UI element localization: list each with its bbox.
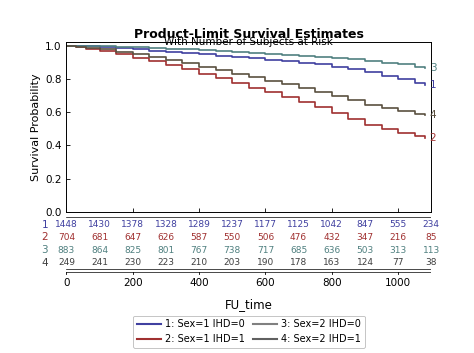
Text: 400: 400 bbox=[189, 278, 209, 288]
Text: 124: 124 bbox=[356, 258, 374, 268]
Text: 190: 190 bbox=[257, 258, 274, 268]
Text: 163: 163 bbox=[323, 258, 340, 268]
Text: 210: 210 bbox=[191, 258, 208, 268]
Legend: 1: Sex=1 IHD=0, 2: Sex=1 IHD=1, 3: Sex=2 IHD=0, 4: Sex=2 IHD=1: 1: Sex=1 IHD=0, 2: Sex=1 IHD=1, 3: Sex=2… bbox=[133, 316, 365, 348]
Text: 1000: 1000 bbox=[385, 278, 411, 288]
Text: 85: 85 bbox=[426, 233, 437, 242]
Text: 738: 738 bbox=[224, 246, 241, 255]
Text: 1328: 1328 bbox=[155, 220, 177, 229]
Text: 4: 4 bbox=[429, 110, 436, 120]
Text: 1237: 1237 bbox=[221, 220, 244, 229]
Text: 2: 2 bbox=[429, 133, 436, 143]
Text: 681: 681 bbox=[91, 233, 108, 242]
Text: 1: 1 bbox=[429, 80, 436, 90]
Text: 1125: 1125 bbox=[287, 220, 310, 229]
Text: 38: 38 bbox=[426, 258, 437, 268]
Text: 1448: 1448 bbox=[55, 220, 78, 229]
Text: 506: 506 bbox=[257, 233, 274, 242]
Text: 0: 0 bbox=[63, 278, 70, 288]
Text: 1378: 1378 bbox=[121, 220, 144, 229]
Text: 178: 178 bbox=[290, 258, 307, 268]
Text: 717: 717 bbox=[257, 246, 274, 255]
Text: 234: 234 bbox=[423, 220, 440, 229]
Text: 249: 249 bbox=[58, 258, 75, 268]
Text: 1042: 1042 bbox=[320, 220, 343, 229]
Text: 550: 550 bbox=[224, 233, 241, 242]
Text: 800: 800 bbox=[322, 278, 342, 288]
Text: 1: 1 bbox=[42, 220, 48, 230]
Text: 3: 3 bbox=[42, 245, 48, 255]
Text: 223: 223 bbox=[157, 258, 174, 268]
Text: 767: 767 bbox=[191, 246, 208, 255]
Text: 1430: 1430 bbox=[88, 220, 111, 229]
Text: 555: 555 bbox=[390, 220, 407, 229]
Text: 587: 587 bbox=[191, 233, 208, 242]
Text: 503: 503 bbox=[356, 246, 374, 255]
Text: 704: 704 bbox=[58, 233, 75, 242]
Text: 476: 476 bbox=[290, 233, 307, 242]
Text: 647: 647 bbox=[124, 233, 141, 242]
Text: 864: 864 bbox=[91, 246, 108, 255]
Text: 801: 801 bbox=[157, 246, 174, 255]
Text: 1289: 1289 bbox=[188, 220, 210, 229]
Text: Product-Limit Survival Estimates: Product-Limit Survival Estimates bbox=[134, 28, 364, 41]
Text: 847: 847 bbox=[356, 220, 374, 229]
Text: 825: 825 bbox=[124, 246, 141, 255]
Text: 241: 241 bbox=[91, 258, 108, 268]
Text: 883: 883 bbox=[58, 246, 75, 255]
Y-axis label: Survival Probability: Survival Probability bbox=[31, 73, 41, 181]
Text: 432: 432 bbox=[323, 233, 340, 242]
Text: 230: 230 bbox=[124, 258, 141, 268]
Text: 626: 626 bbox=[157, 233, 174, 242]
Text: 200: 200 bbox=[123, 278, 143, 288]
Text: 636: 636 bbox=[323, 246, 340, 255]
Text: With Number of Subjects at Risk: With Number of Subjects at Risk bbox=[164, 37, 333, 47]
Text: 3: 3 bbox=[429, 63, 436, 73]
Text: 313: 313 bbox=[390, 246, 407, 255]
Text: 216: 216 bbox=[390, 233, 407, 242]
Text: FU_time: FU_time bbox=[225, 298, 273, 311]
Text: 1177: 1177 bbox=[254, 220, 277, 229]
Text: 600: 600 bbox=[255, 278, 275, 288]
Text: 4: 4 bbox=[42, 258, 48, 268]
Text: 77: 77 bbox=[392, 258, 404, 268]
Text: 2: 2 bbox=[42, 233, 48, 243]
Text: 685: 685 bbox=[290, 246, 307, 255]
Text: 347: 347 bbox=[356, 233, 374, 242]
Text: 203: 203 bbox=[224, 258, 241, 268]
Text: 113: 113 bbox=[423, 246, 440, 255]
